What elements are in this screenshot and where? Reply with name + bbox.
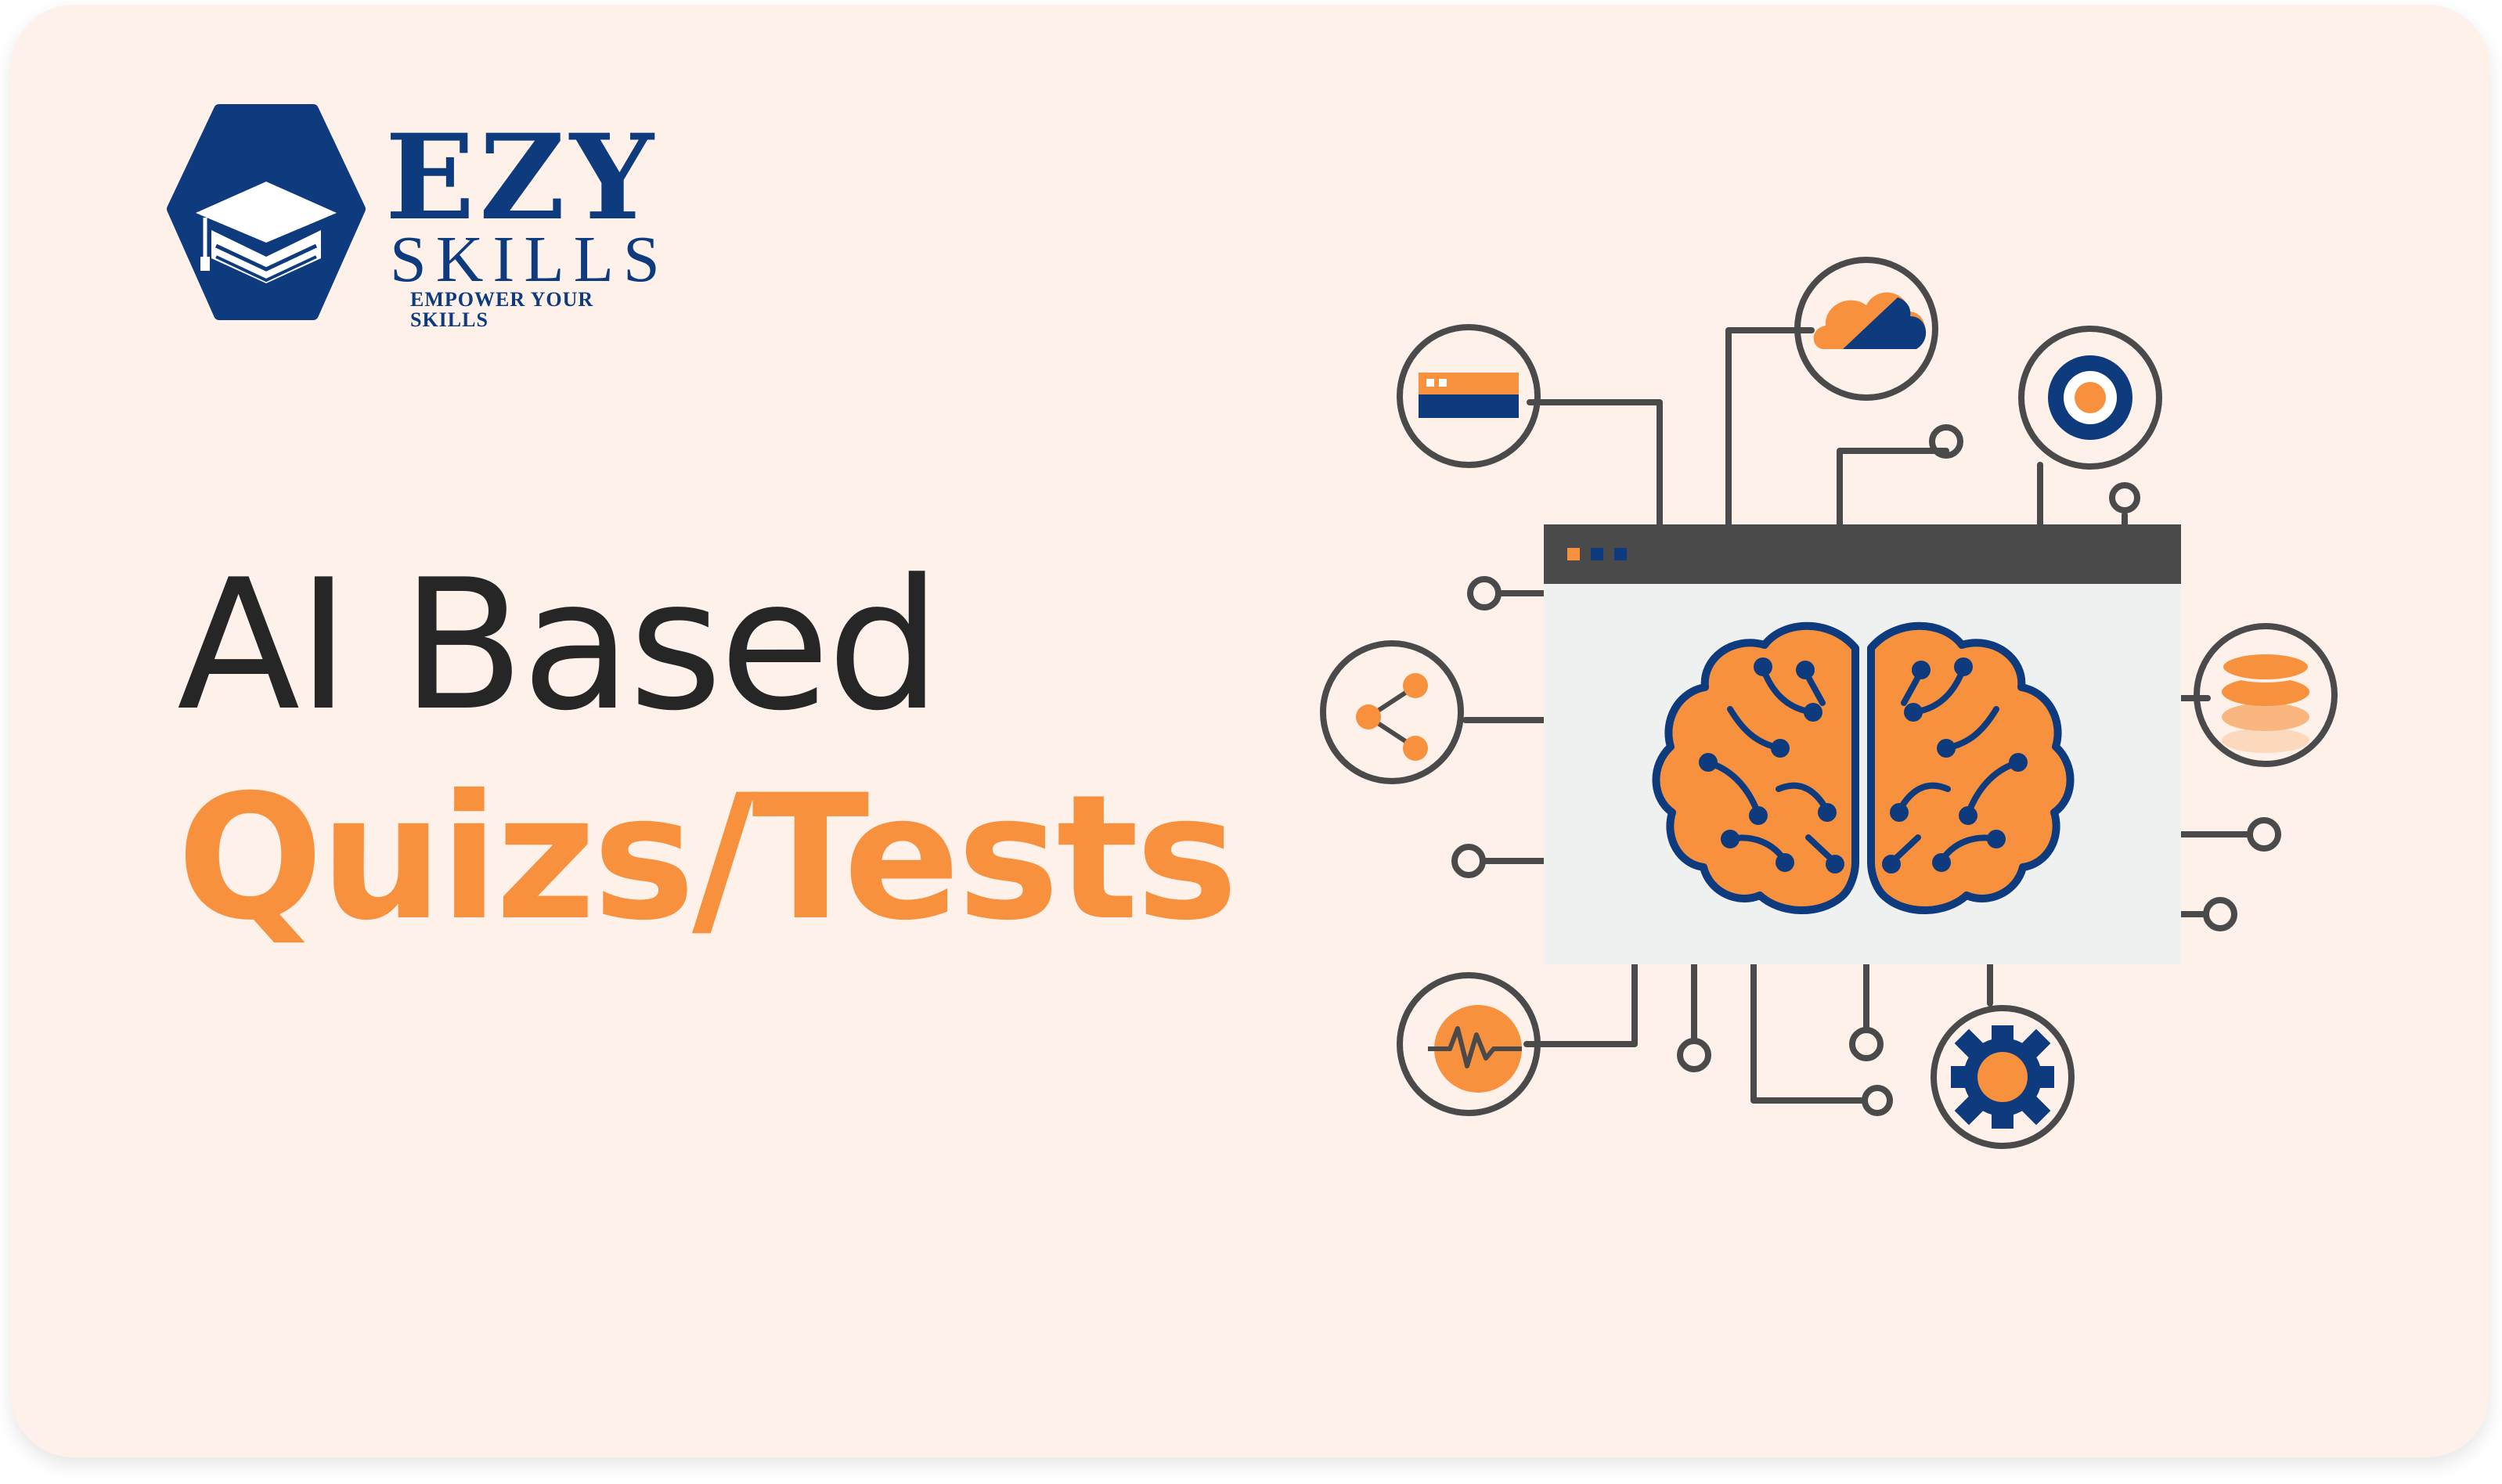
- share-icon: [1356, 673, 1428, 761]
- ai-network-illustration: [1320, 257, 2338, 1149]
- headline-line-1: AI Based: [177, 542, 941, 751]
- gear-icon: [1951, 1025, 2054, 1129]
- browser-window: [1544, 524, 2181, 964]
- graduation-cap-icon: [167, 104, 366, 320]
- target-icon: [2048, 355, 2132, 440]
- logo-subtitle: SKILLS: [390, 223, 669, 296]
- heartbeat-icon: [1428, 1005, 1522, 1093]
- brain-icon: [1652, 621, 2075, 914]
- headline-line-2: Quizs/Tests: [177, 758, 1238, 958]
- logo-wordmark: EZY: [385, 109, 658, 247]
- database-icon: [2220, 651, 2311, 753]
- logo-tagline: EMPOWER YOUR SKILLS: [410, 288, 594, 331]
- cloud-icon: [1813, 292, 1927, 349]
- browser-window-icon: [1419, 373, 1519, 418]
- ezy-skills-logo: EZY SKILLS EMPOWER YOUR SKILLS: [164, 103, 660, 338]
- banner-card: EZY SKILLS EMPOWER YOUR SKILLS AI Based …: [11, 5, 2489, 1457]
